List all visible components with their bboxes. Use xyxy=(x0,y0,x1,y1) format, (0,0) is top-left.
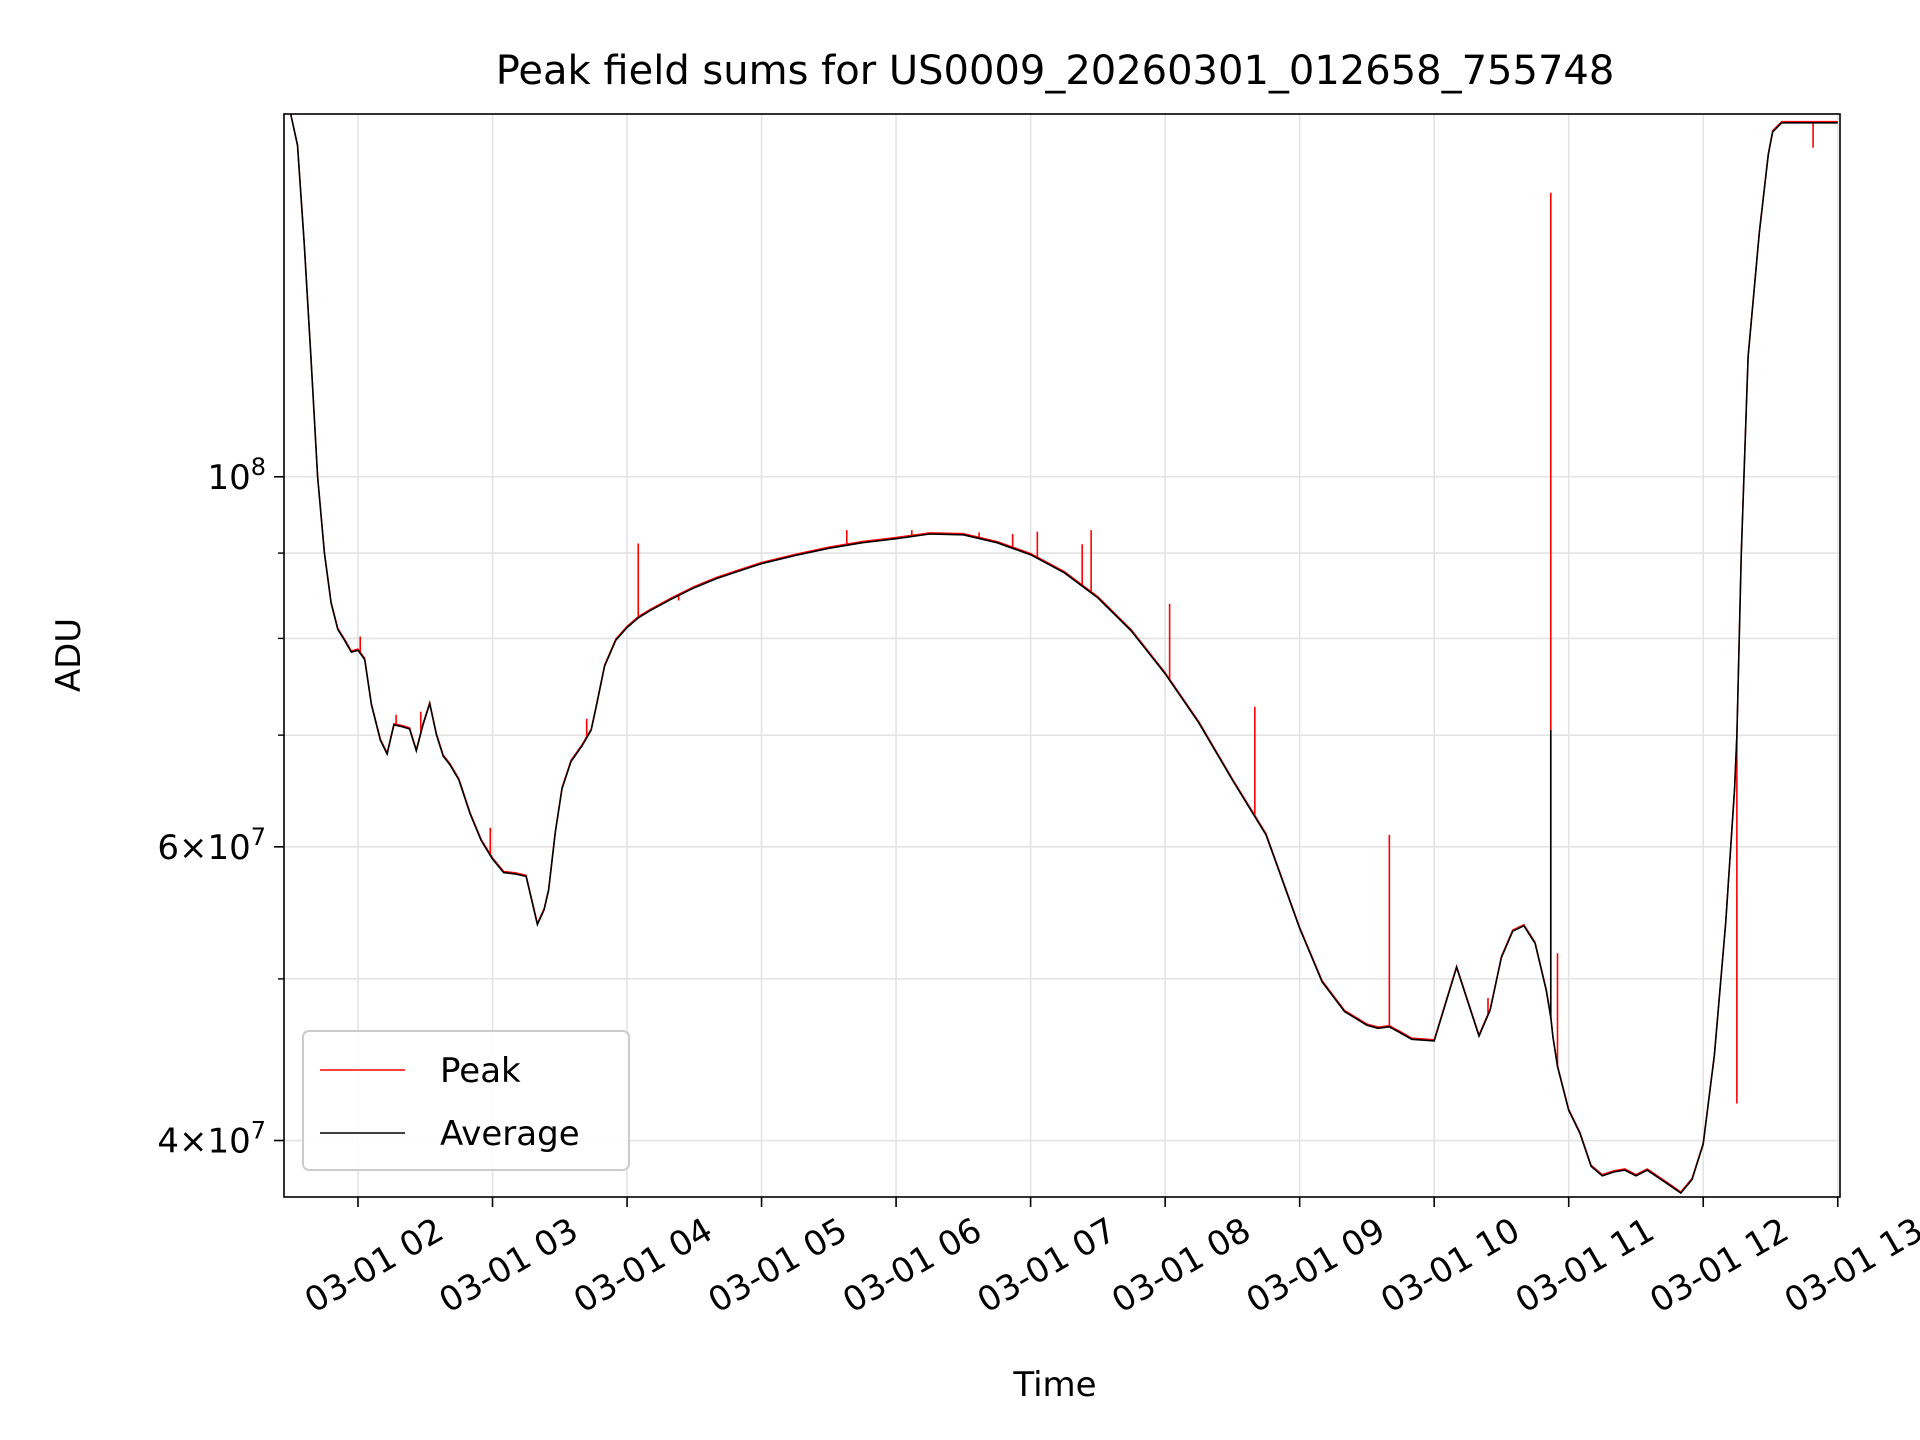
plot-area xyxy=(289,113,1838,1195)
legend: Peak Average xyxy=(302,1030,630,1171)
average-series-layer xyxy=(289,113,1838,1195)
y-tick-label: 4×107 xyxy=(157,1117,266,1162)
grid-layer xyxy=(284,114,1840,1197)
legend-box xyxy=(302,1030,630,1171)
plot-frame xyxy=(283,113,1841,1198)
y-axis-label: ADU xyxy=(49,618,89,692)
legend-label-average: Average xyxy=(440,1114,580,1154)
x-axis-label: Time xyxy=(1012,1365,1096,1405)
y-axis-ticks: 108 6×107 4×107 xyxy=(157,453,284,1162)
y-tick-label: 6×107 xyxy=(157,823,266,868)
legend-label-peak: Peak xyxy=(440,1051,521,1091)
chart-title: Peak field sums for US0009_20260301_0126… xyxy=(496,48,1615,94)
y-tick-label: 108 xyxy=(207,453,266,498)
average-series-line xyxy=(289,113,1838,1195)
